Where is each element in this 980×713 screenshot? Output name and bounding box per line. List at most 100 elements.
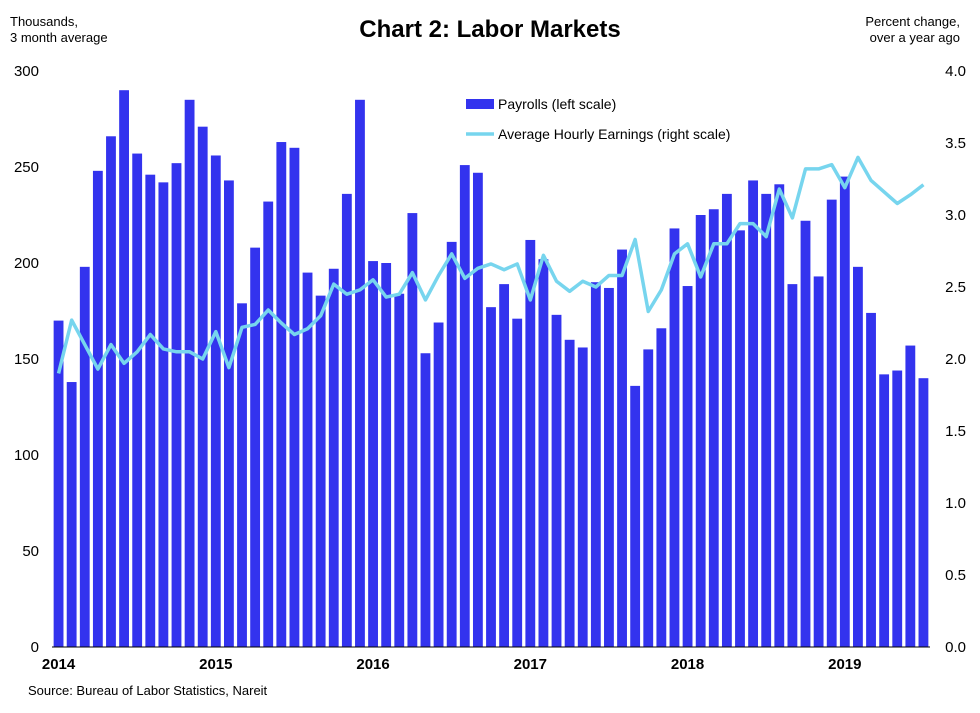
payrolls-bar	[512, 318, 523, 647]
payrolls-bar	[106, 136, 116, 647]
legend-label-payrolls: Payrolls (left scale)	[498, 96, 616, 112]
earnings-line	[56, 155, 925, 374]
payrolls-bar	[355, 99, 365, 648]
payrolls-bar	[368, 261, 378, 647]
x-year-label: 2018	[671, 656, 704, 673]
right-tick-label: 4.0	[945, 63, 966, 80]
x-year-label: 2015	[199, 656, 232, 673]
payrolls-bar	[446, 241, 457, 647]
payrolls-bar	[774, 184, 785, 647]
payrolls-bar	[341, 193, 352, 647]
payrolls-bar	[826, 199, 837, 647]
left-tick-label: 150	[14, 351, 39, 368]
payrolls-bar	[892, 370, 903, 647]
left-axis-label-line2: 3 month average	[10, 30, 108, 45]
right-y-axis: 0.0 0.5 1.0 1.5 2.0 2.5 3.0 3.5 4.0	[945, 63, 966, 656]
payrolls-bar	[145, 174, 156, 647]
payrolls-bar	[879, 374, 890, 647]
payrolls-bar	[839, 176, 850, 647]
payrolls-bar	[459, 165, 470, 647]
payrolls-bar	[695, 215, 706, 647]
payrolls-bar	[499, 284, 510, 647]
payrolls-bar	[813, 276, 824, 647]
payrolls-bar	[66, 382, 77, 647]
source-note: Source: Bureau of Labor Statistics, Nare…	[28, 683, 268, 698]
payrolls-bar	[682, 286, 693, 647]
payrolls-bar	[197, 126, 208, 648]
left-tick-label: 200	[14, 255, 39, 272]
payrolls-bar	[210, 155, 221, 648]
payrolls-bar	[918, 378, 929, 647]
payrolls-bar	[577, 347, 588, 647]
right-tick-label: 3.5	[945, 135, 966, 152]
right-tick-label: 0.5	[945, 567, 966, 584]
payrolls-bar	[158, 182, 169, 648]
legend-swatch-payrolls	[466, 99, 494, 109]
chart-title: Chart 2: Labor Markets	[359, 16, 620, 43]
payrolls-bar	[79, 266, 90, 647]
left-tick-label: 50	[22, 543, 39, 560]
right-tick-label: 2.0	[945, 351, 966, 368]
left-y-axis: 0 50 100 150 200 250 300	[14, 63, 39, 656]
right-tick-label: 0.0	[945, 639, 966, 656]
payrolls-bar	[853, 266, 863, 647]
payrolls-bar	[905, 345, 916, 647]
payrolls-bars	[53, 90, 929, 648]
legend-label-earnings: Average Hourly Earnings (right scale)	[498, 126, 730, 142]
payrolls-bar	[669, 228, 680, 647]
payrolls-bar	[617, 249, 627, 647]
left-tick-label: 100	[14, 447, 39, 464]
x-axis: 2014 2015 2016 2017 2018 2019	[42, 656, 862, 673]
payrolls-bar	[433, 322, 444, 647]
payrolls-bar	[184, 99, 195, 648]
right-tick-label: 2.5	[945, 279, 966, 296]
payrolls-bar	[564, 339, 575, 647]
payrolls-bar	[171, 163, 182, 647]
payrolls-bar	[787, 284, 798, 647]
payrolls-bar	[721, 193, 732, 647]
payrolls-bar	[381, 263, 392, 647]
payrolls-bar	[263, 201, 274, 647]
payrolls-bar	[708, 209, 719, 648]
payrolls-bar	[276, 142, 287, 648]
payrolls-bar	[250, 247, 261, 647]
payrolls-bar	[472, 172, 483, 647]
payrolls-bar	[420, 353, 431, 647]
payrolls-bar	[551, 314, 562, 647]
x-year-label: 2016	[356, 656, 389, 673]
right-tick-label: 1.0	[945, 495, 966, 512]
payrolls-bar	[538, 259, 549, 647]
right-axis-label-line1: Percent change,	[865, 14, 960, 29]
payrolls-bar	[328, 268, 339, 647]
payrolls-bar	[92, 170, 103, 647]
payrolls-bar	[525, 239, 536, 647]
payrolls-bar	[407, 213, 418, 647]
payrolls-bar	[486, 307, 496, 647]
right-tick-label: 1.5	[945, 423, 966, 440]
legend: Payrolls (left scale) Average Hourly Ear…	[466, 96, 730, 142]
payrolls-bar	[394, 293, 405, 647]
x-year-label: 2014	[42, 656, 76, 673]
right-axis-label-line2: over a year ago	[870, 30, 960, 45]
left-axis-label-line1: Thousands,	[10, 14, 78, 29]
left-tick-label: 0	[31, 639, 39, 656]
left-tick-label: 250	[14, 159, 39, 176]
payrolls-bar	[735, 230, 745, 648]
payrolls-bar	[302, 272, 313, 647]
x-year-label: 2017	[514, 656, 547, 673]
x-year-label: 2019	[828, 656, 861, 673]
payrolls-bar	[656, 328, 667, 647]
payrolls-bar	[748, 180, 759, 647]
payrolls-bar	[315, 295, 326, 647]
payrolls-bar	[800, 220, 811, 647]
payrolls-bar	[643, 349, 654, 647]
payrolls-bar	[866, 312, 876, 647]
payrolls-bar	[224, 180, 234, 647]
payrolls-bar	[132, 153, 143, 647]
payrolls-bar	[119, 90, 129, 647]
left-tick-label: 300	[14, 63, 39, 80]
payrolls-bar	[630, 385, 641, 647]
payrolls-bar	[289, 147, 300, 648]
payrolls-bar	[53, 320, 64, 647]
